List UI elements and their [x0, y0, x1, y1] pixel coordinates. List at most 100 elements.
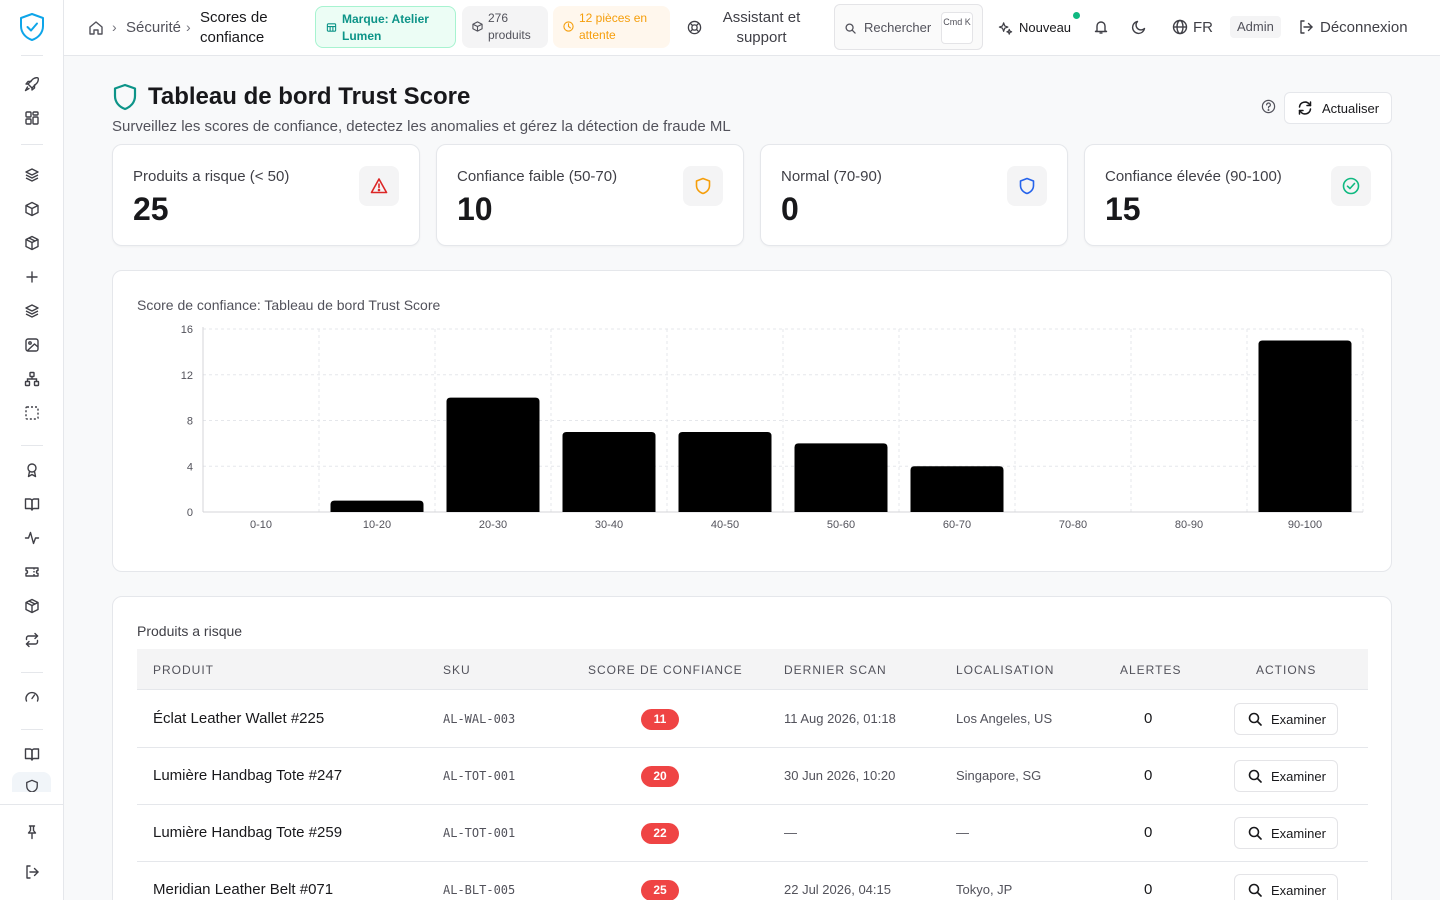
breadcrumb-security[interactable]: Sécurité	[126, 19, 182, 36]
new-button[interactable]: Nouveau	[1019, 20, 1072, 35]
sidebar-divider	[21, 55, 43, 56]
page-title: Tableau de bord Trust Score	[148, 83, 471, 110]
search-icon	[1248, 769, 1262, 783]
chart-bar	[910, 466, 1004, 512]
stat-label: Produits a risque (< 50)	[133, 168, 290, 185]
x-tick-label: 40-50	[711, 519, 739, 531]
stat-value: 15	[1105, 191, 1141, 227]
at-risk-table-card: Produits a risque PRODUIT SKU SCORE DE C…	[112, 596, 1392, 900]
refresh-button[interactable]: Actualiser	[1284, 92, 1392, 124]
col-location[interactable]: LOCALISATION	[956, 663, 1055, 677]
col-alerts[interactable]: ALERTES	[1120, 663, 1182, 677]
y-tick-label: 16	[181, 324, 193, 336]
x-tick-label: 80-90	[1175, 519, 1203, 531]
activity-icon[interactable]	[22, 528, 42, 548]
dashboard-grid-icon[interactable]	[22, 108, 42, 128]
sidebar-divider	[0, 804, 64, 805]
stat-card-normal: Normal (70-90) 0	[760, 144, 1068, 246]
box-icon[interactable]	[22, 199, 42, 219]
examine-button[interactable]: Examiner	[1234, 874, 1338, 900]
gauge-icon[interactable]	[22, 687, 42, 707]
table-row[interactable]: Éclat Leather Wallet #225 AL-WAL-003 11 …	[137, 691, 1368, 748]
product-sku: AL-BLT-005	[443, 883, 516, 897]
image-icon[interactable]	[22, 335, 42, 355]
product-sku: AL-TOT-001	[443, 826, 516, 840]
sidebar-divider	[21, 672, 43, 673]
stack-icon[interactable]	[22, 301, 42, 321]
x-tick-label: 50-60	[827, 519, 855, 531]
pending-pill[interactable]: 12 pièces en attente	[553, 6, 670, 48]
product-name: Lumière Handbag Tote #259	[153, 824, 343, 841]
app-logo-shield-icon[interactable]	[18, 12, 46, 42]
alerts-count: 0	[1144, 881, 1153, 898]
stat-card-low-confidence: Confiance faible (50-70) 10	[436, 144, 744, 246]
cube-icon[interactable]	[22, 596, 42, 616]
product-name: Meridian Leather Belt #071	[153, 881, 334, 898]
brand-pill[interactable]: Marque: Atelier Lumen	[315, 6, 456, 48]
globe-icon[interactable]	[1172, 19, 1188, 35]
table-row[interactable]: Lumière Handbag Tote #247 AL-TOT-001 20 …	[137, 748, 1368, 805]
stat-value: 10	[457, 191, 493, 227]
col-product[interactable]: PRODUIT	[153, 663, 214, 677]
layers-icon[interactable]	[22, 165, 42, 185]
book-icon[interactable]	[22, 744, 42, 764]
location: Los Angeles, US	[956, 711, 1053, 726]
col-last-scan[interactable]: DERNIER SCAN	[784, 663, 887, 677]
moon-icon[interactable]	[1131, 19, 1147, 35]
y-tick-label: 4	[187, 461, 193, 473]
score-badge: 22	[641, 823, 679, 844]
table-row[interactable]: Lumière Handbag Tote #259 AL-TOT-001 22 …	[137, 805, 1368, 862]
x-tick-label: 70-80	[1059, 519, 1087, 531]
products-pill[interactable]: 276 produits	[462, 6, 548, 48]
check-circle-icon	[1331, 166, 1371, 206]
logout-link[interactable]: Déconnexion	[1320, 19, 1408, 36]
examine-button[interactable]: Examiner	[1234, 703, 1338, 735]
store-icon	[326, 23, 337, 32]
chart-bar	[794, 443, 888, 512]
location: Tokyo, JP	[956, 882, 1013, 897]
plus-icon[interactable]	[22, 267, 42, 287]
last-scan: 30 Jun 2026, 10:20	[784, 768, 896, 783]
scan-frame-icon[interactable]	[22, 403, 42, 423]
last-scan: —	[784, 825, 797, 840]
sidebar-item-trust-scores-active[interactable]	[12, 772, 51, 792]
logout-icon[interactable]	[1298, 19, 1314, 35]
bell-icon[interactable]	[1093, 19, 1109, 35]
examine-label: Examiner	[1271, 882, 1326, 898]
sidebar-divider	[21, 144, 43, 145]
sidebar	[0, 0, 64, 900]
network-icon[interactable]	[22, 369, 42, 389]
assistant-support-link[interactable]: Assistant et support	[722, 9, 801, 46]
y-tick-label: 12	[181, 370, 193, 382]
examine-label: Examiner	[1271, 768, 1326, 784]
last-scan: 22 Jul 2026, 04:15	[784, 882, 891, 897]
book-open-icon[interactable]	[22, 494, 42, 514]
last-scan: 11 Aug 2026, 01:18	[784, 711, 896, 726]
pin-icon[interactable]	[22, 822, 42, 842]
alerts-count: 0	[1144, 710, 1153, 727]
award-icon[interactable]	[22, 460, 42, 480]
breadcrumb-current: Scores de confiance	[200, 9, 268, 46]
col-sku[interactable]: SKU	[443, 663, 471, 677]
ticket-icon[interactable]	[22, 562, 42, 582]
help-circle-icon[interactable]	[1261, 99, 1277, 115]
sidebar-divider	[21, 445, 43, 446]
repeat-icon[interactable]	[22, 630, 42, 650]
logout-icon[interactable]	[22, 862, 42, 882]
table-row[interactable]: Meridian Leather Belt #071 AL-BLT-005 25…	[137, 862, 1368, 900]
col-score[interactable]: SCORE DE CONFIANCE	[588, 663, 743, 677]
examine-button[interactable]: Examiner	[1234, 817, 1338, 849]
home-icon[interactable]	[88, 19, 105, 36]
y-tick-label: 0	[187, 507, 193, 519]
examine-button[interactable]: Examiner	[1234, 760, 1338, 792]
search-icon	[845, 23, 856, 34]
x-tick-label: 10-20	[363, 519, 391, 531]
language-selector[interactable]: FR	[1193, 19, 1213, 36]
chart-bar	[1258, 340, 1352, 512]
refresh-label: Actualiser	[1322, 100, 1380, 116]
search-input[interactable]: Rechercher Cmd K	[834, 4, 983, 50]
package-icon[interactable]	[22, 233, 42, 253]
lifebuoy-icon[interactable]	[687, 20, 702, 35]
rocket-icon[interactable]	[22, 74, 42, 94]
score-badge: 20	[641, 766, 679, 787]
